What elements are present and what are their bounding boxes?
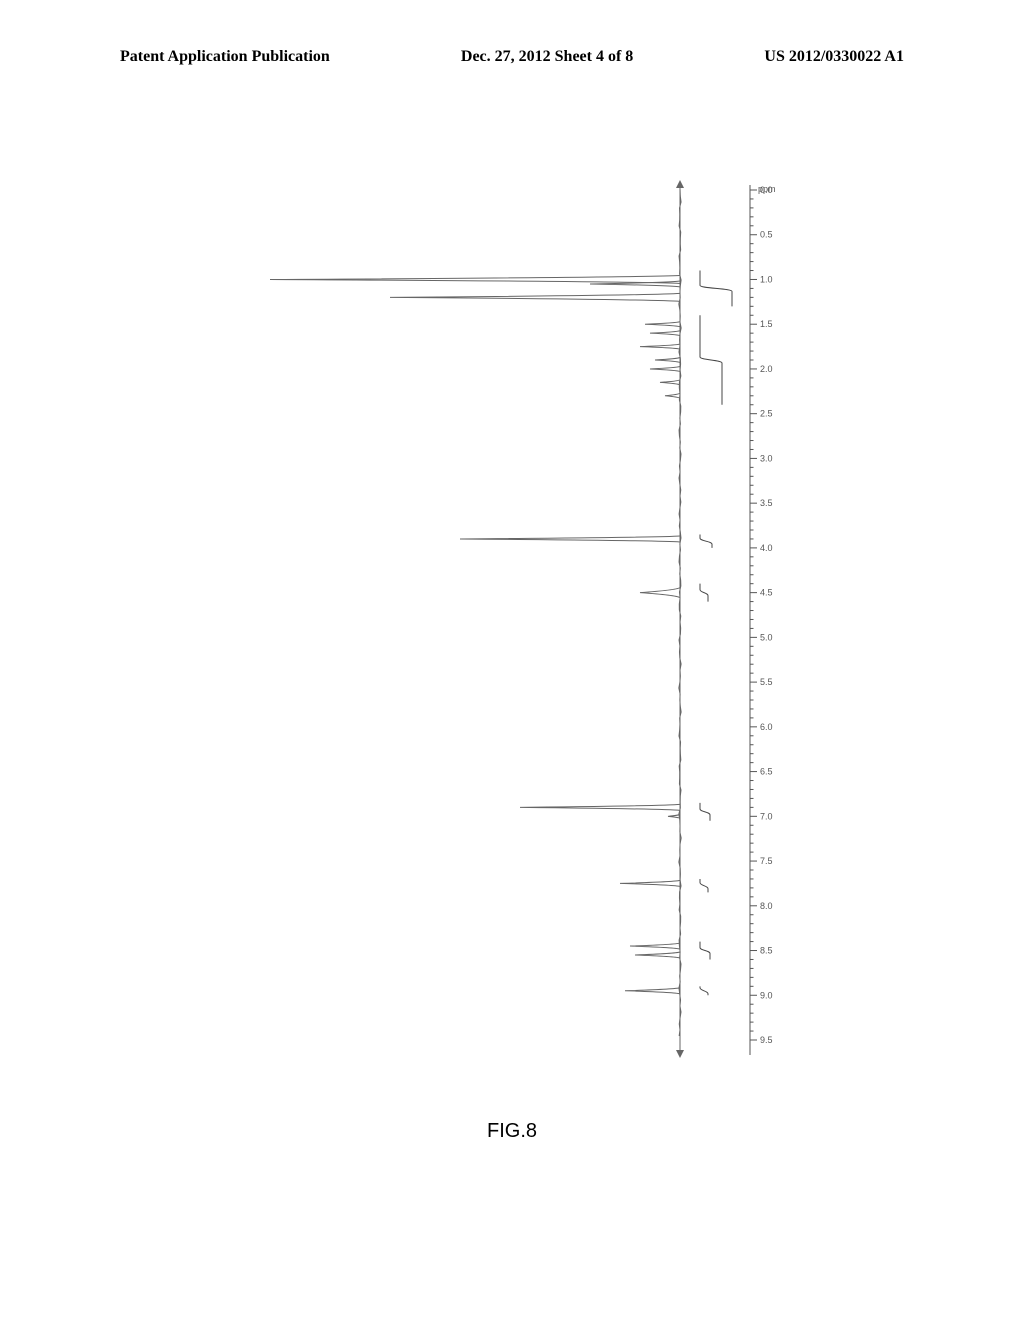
svg-text:9.5: 9.5 bbox=[760, 1035, 773, 1045]
svg-text:6.0: 6.0 bbox=[760, 722, 773, 732]
nmr-spectrum: ppm0.00.51.01.52.02.53.03.54.04.55.05.56… bbox=[200, 180, 820, 1080]
svg-text:2.5: 2.5 bbox=[760, 409, 773, 419]
svg-text:2.0: 2.0 bbox=[760, 364, 773, 374]
svg-text:9.0: 9.0 bbox=[760, 990, 773, 1000]
svg-text:6.5: 6.5 bbox=[760, 767, 773, 777]
svg-text:1.0: 1.0 bbox=[760, 274, 773, 284]
svg-text:4.5: 4.5 bbox=[760, 588, 773, 598]
svg-text:1.5: 1.5 bbox=[760, 319, 773, 329]
svg-text:3.5: 3.5 bbox=[760, 498, 773, 508]
svg-text:8.0: 8.0 bbox=[760, 901, 773, 911]
svg-text:8.5: 8.5 bbox=[760, 946, 773, 956]
header-left: Patent Application Publication bbox=[120, 48, 330, 66]
svg-text:0.0: 0.0 bbox=[760, 185, 773, 195]
spectrum-svg: ppm0.00.51.01.52.02.53.03.54.04.55.05.56… bbox=[200, 180, 820, 1080]
figure-caption: FIG.8 bbox=[0, 1120, 1024, 1143]
svg-text:7.0: 7.0 bbox=[760, 811, 773, 821]
svg-text:5.5: 5.5 bbox=[760, 677, 773, 687]
svg-text:0.5: 0.5 bbox=[760, 230, 773, 240]
header-center: Dec. 27, 2012 Sheet 4 of 8 bbox=[461, 48, 633, 66]
header-right: US 2012/0330022 A1 bbox=[764, 48, 904, 66]
svg-text:3.0: 3.0 bbox=[760, 453, 773, 463]
svg-text:4.0: 4.0 bbox=[760, 543, 773, 553]
svg-text:7.5: 7.5 bbox=[760, 856, 773, 866]
page-header: Patent Application Publication Dec. 27, … bbox=[0, 48, 1024, 66]
svg-text:5.0: 5.0 bbox=[760, 632, 773, 642]
